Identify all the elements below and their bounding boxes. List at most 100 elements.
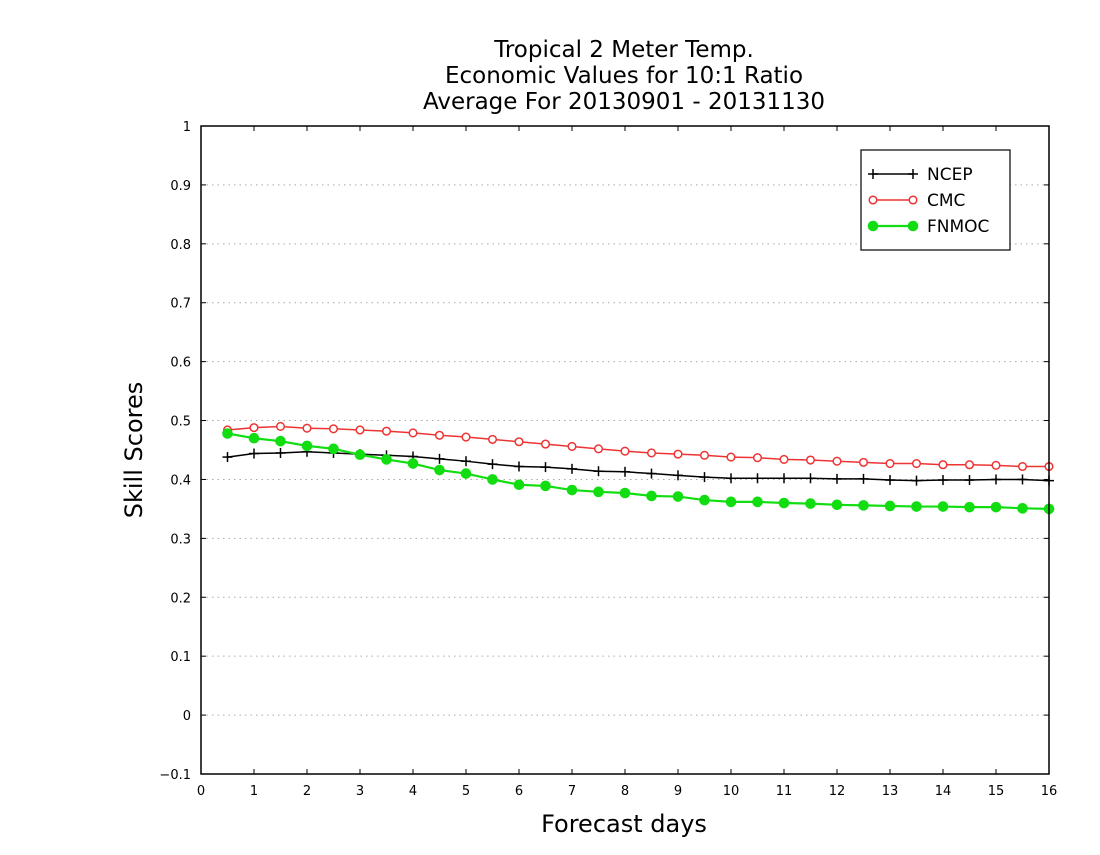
data-point-cmc bbox=[1017, 461, 1028, 472]
y-tick-label: 1 bbox=[183, 120, 191, 135]
x-tick-label: 9 bbox=[674, 784, 682, 799]
data-point-fnmoc bbox=[778, 497, 790, 509]
y-axis-title: Skill Scores bbox=[120, 382, 148, 519]
data-point-fnmoc bbox=[381, 454, 392, 465]
series-line-ncep bbox=[227, 451, 1050, 482]
data-point-cmc bbox=[646, 448, 657, 458]
x-tick-label: 1 bbox=[250, 784, 258, 799]
chart-title-line-2: Economic Values for 10:1 Ratio bbox=[445, 63, 803, 89]
x-tick-label: 16 bbox=[1041, 784, 1058, 799]
data-point-ncep bbox=[991, 474, 1001, 485]
legend-marker-cmc bbox=[908, 195, 918, 205]
x-tick-label: 12 bbox=[829, 784, 846, 799]
legend-marker-ncep bbox=[908, 169, 918, 179]
data-point-fnmoc bbox=[434, 464, 445, 476]
grid-layer bbox=[201, 184, 1049, 716]
data-point-ncep bbox=[858, 473, 869, 484]
y-tick-label: 0.3 bbox=[170, 532, 191, 547]
y-tick-label: 0.9 bbox=[170, 179, 191, 194]
data-point-cmc bbox=[726, 452, 736, 462]
y-tick-label: 0.4 bbox=[170, 473, 191, 488]
data-point-cmc bbox=[885, 458, 895, 469]
data-point-cmc bbox=[381, 426, 392, 436]
data-point-cmc bbox=[620, 446, 630, 456]
data-point-ncep bbox=[620, 466, 630, 477]
data-point-ncep bbox=[487, 459, 498, 470]
data-point-ncep bbox=[805, 473, 816, 484]
data-point-cmc bbox=[991, 460, 1001, 470]
chart-title-line-1: Tropical 2 Meter Temp. bbox=[493, 37, 754, 63]
data-point-cmc bbox=[328, 424, 339, 434]
y-tick-label: 0.8 bbox=[170, 238, 191, 253]
y-tick-label: 0.1 bbox=[170, 650, 191, 665]
data-point-ncep bbox=[911, 475, 922, 486]
data-point-fnmoc bbox=[540, 480, 551, 492]
data-point-ncep bbox=[434, 453, 445, 464]
data-point-cmc bbox=[434, 430, 445, 440]
data-point-fnmoc bbox=[805, 498, 816, 509]
data-point-fnmoc bbox=[513, 479, 525, 491]
y-tick-label: 0.2 bbox=[170, 591, 191, 606]
tick-layer: −0.100.10.20.30.40.50.60.70.80.910 1 2 3 4 5 6… bbox=[159, 120, 1057, 799]
data-point-ncep bbox=[249, 448, 259, 459]
legend-items: NCEP CMC FNMOC bbox=[867, 165, 989, 237]
chart-title-line-3: Average For 20130901 - 20131130 bbox=[423, 89, 825, 115]
data-point-cmc bbox=[249, 423, 259, 433]
data-point-ncep bbox=[673, 470, 683, 481]
data-point-fnmoc bbox=[911, 501, 922, 512]
data-point-ncep bbox=[514, 461, 524, 472]
data-point-fnmoc bbox=[752, 496, 763, 508]
data-point-fnmoc bbox=[672, 491, 684, 502]
series-line-cmc bbox=[227, 425, 1049, 468]
data-point-cmc bbox=[911, 458, 922, 469]
y-tick-label: 0.5 bbox=[170, 415, 191, 430]
data-point-ncep bbox=[567, 463, 577, 474]
data-point-fnmoc bbox=[831, 499, 843, 511]
x-axis-title: Forecast days bbox=[541, 810, 707, 838]
legend-label-fnmoc: FNMOC bbox=[927, 217, 989, 237]
data-point-ncep bbox=[699, 472, 710, 483]
data-point-cmc bbox=[275, 421, 286, 431]
data-point-fnmoc bbox=[328, 443, 339, 455]
x-tick-label: 13 bbox=[882, 784, 899, 799]
data-point-fnmoc bbox=[487, 474, 498, 485]
data-point-ncep bbox=[779, 473, 789, 484]
data-point-cmc bbox=[593, 444, 604, 454]
data-point-ncep bbox=[726, 473, 736, 484]
data-point-ncep bbox=[752, 473, 763, 484]
data-point-fnmoc bbox=[646, 490, 657, 502]
y-tick-label: 0.6 bbox=[170, 356, 191, 371]
data-point-ncep bbox=[593, 466, 604, 477]
legend-marker-fnmoc bbox=[907, 220, 919, 232]
x-tick-label: 4 bbox=[409, 784, 417, 799]
x-tick-label: 7 bbox=[568, 784, 576, 799]
x-tick-label: 6 bbox=[515, 784, 523, 799]
legend-label-ncep: NCEP bbox=[927, 165, 973, 185]
data-point-cmc bbox=[514, 437, 524, 447]
series-line-fnmoc bbox=[227, 432, 1050, 511]
x-tick-label: 0 bbox=[197, 784, 205, 799]
y-tick-label: −0.1 bbox=[159, 768, 191, 783]
data-point-fnmoc bbox=[1017, 503, 1028, 514]
data-point-fnmoc bbox=[354, 449, 366, 461]
data-point-cmc bbox=[938, 460, 948, 470]
data-point-cmc bbox=[355, 425, 365, 435]
data-point-cmc bbox=[302, 423, 312, 433]
data-point-cmc bbox=[673, 449, 683, 459]
legend-marker-ncep bbox=[868, 169, 878, 179]
data-point-fnmoc bbox=[858, 500, 869, 511]
data-point-cmc bbox=[752, 453, 763, 463]
data-point-ncep bbox=[275, 447, 286, 458]
legend: NCEP CMC FNMOC bbox=[860, 149, 1011, 251]
x-tick-label: 15 bbox=[988, 784, 1005, 799]
data-point-ncep bbox=[461, 456, 471, 467]
x-tick-label: 3 bbox=[356, 784, 364, 799]
data-point-cmc bbox=[964, 460, 975, 470]
y-tick-label: 0 bbox=[183, 709, 191, 724]
data-point-fnmoc bbox=[566, 484, 578, 496]
x-tick-label: 2 bbox=[303, 784, 311, 799]
data-point-fnmoc bbox=[964, 501, 975, 513]
data-point-cmc bbox=[461, 432, 471, 442]
